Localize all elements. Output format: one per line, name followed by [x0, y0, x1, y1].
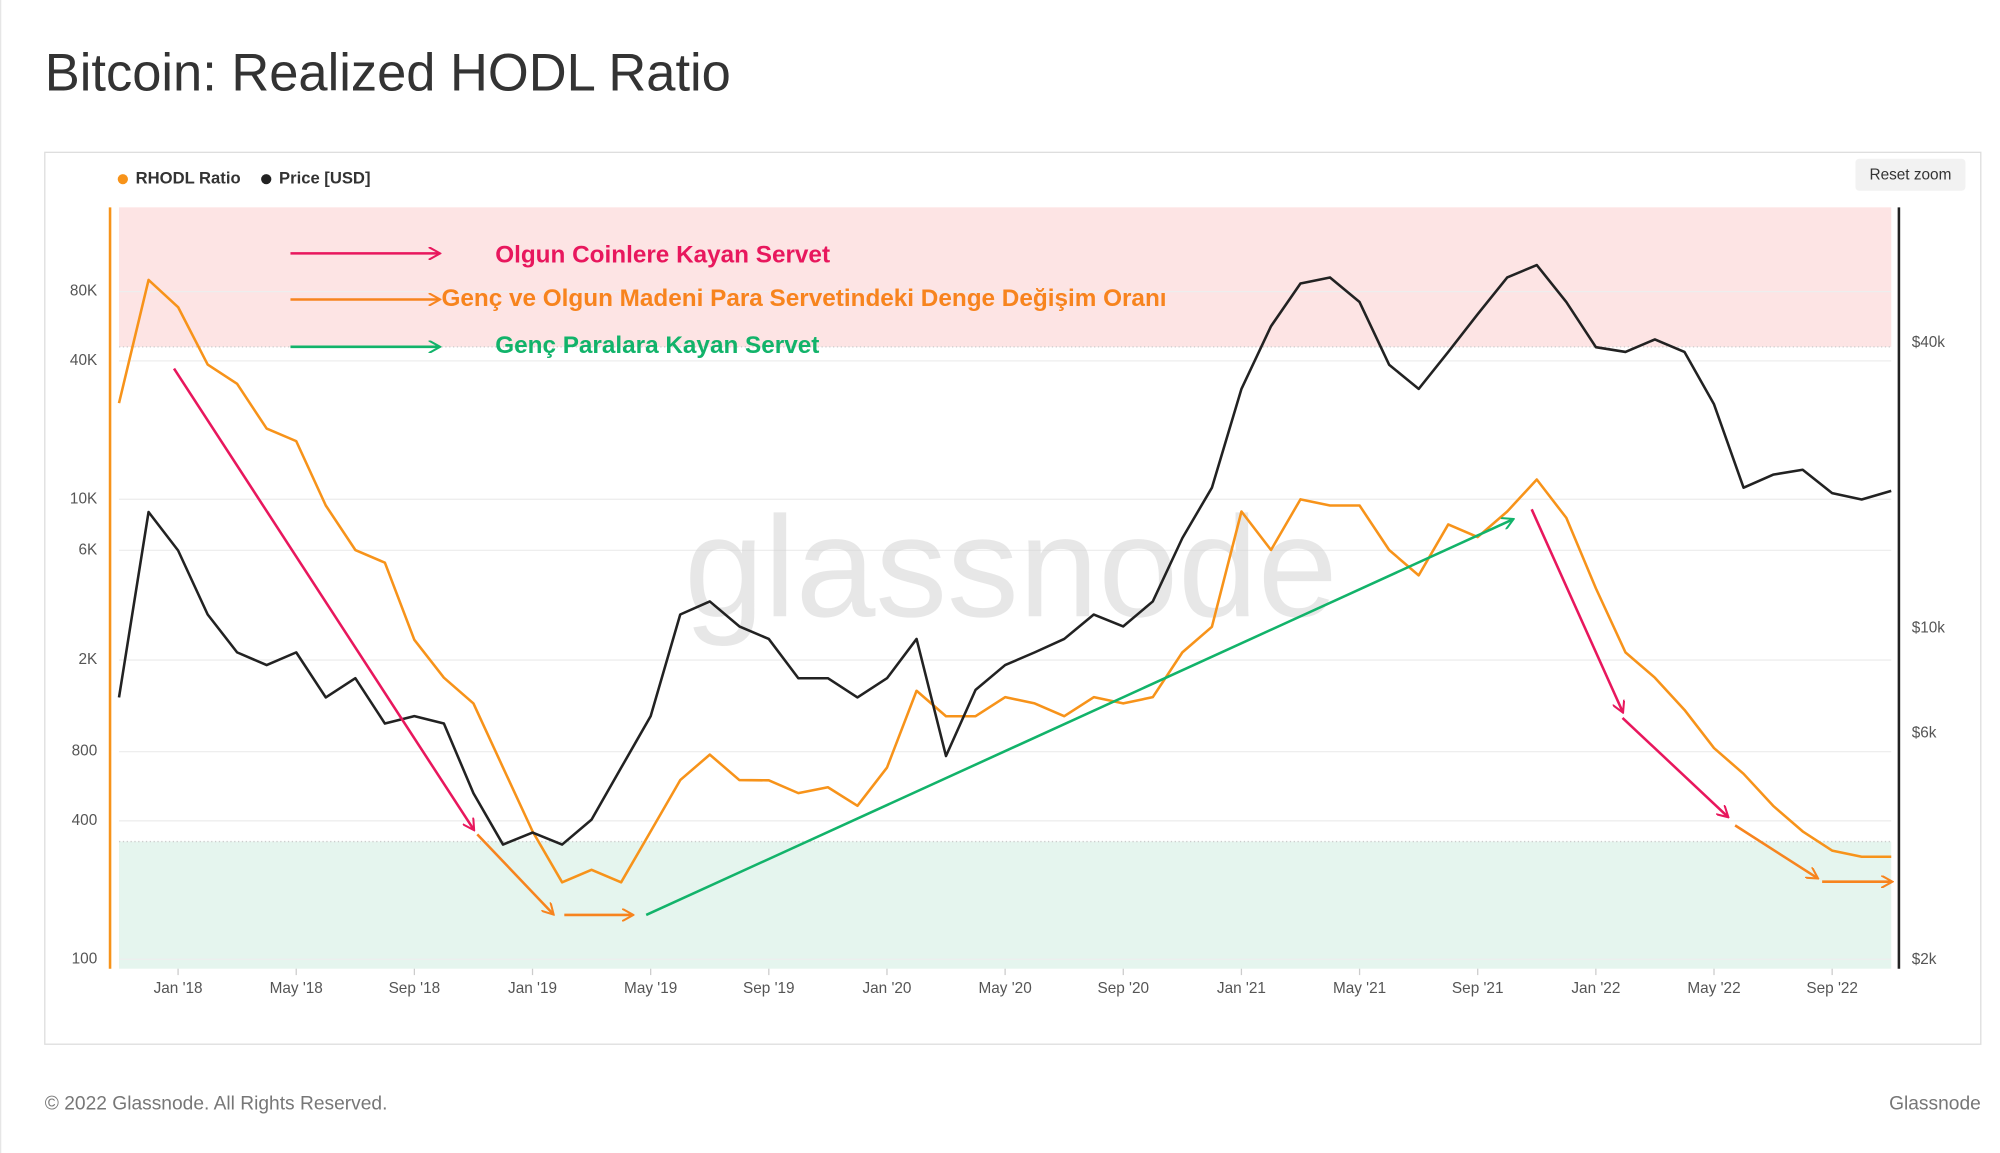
zone-band	[119, 207, 1892, 347]
legend-marker	[261, 174, 272, 185]
reset-zoom-button[interactable]	[1855, 158, 1966, 191]
y2-tick-label: $40k	[1912, 334, 1946, 351]
y-tick-label: 80K	[70, 283, 98, 300]
y-tick-label: 10K	[70, 490, 98, 507]
x-tick-label: Jan '21	[1217, 980, 1266, 997]
watermark: glassnode	[684, 487, 1337, 647]
x-tick-label: Sep '21	[1452, 980, 1504, 997]
x-tick-label: May '18	[270, 980, 323, 997]
annotation: Genç Paralara Kayan Servet	[495, 332, 819, 359]
trend-arrow	[1734, 824, 1817, 877]
trend-arrow	[1530, 508, 1623, 711]
y2-tick-label: $10k	[1912, 619, 1946, 636]
annotations: Olgun Coinlere Kayan Servet Genç ve Olgun…	[290, 241, 1167, 359]
legend-item[interactable]: RHODL Ratio	[117, 169, 241, 188]
x-tick-label: Jan '18	[154, 980, 203, 997]
legend-marker	[117, 174, 128, 185]
x-tick-label: May '21	[1333, 980, 1386, 997]
x-tick-label: Sep '18	[389, 980, 441, 997]
legend-label[interactable]: Price [USD]	[279, 169, 370, 188]
trend-arrow	[1621, 716, 1728, 817]
annotation: Olgun Coinlere Kayan Servet	[495, 241, 830, 268]
y2-tick-label: $6k	[1912, 725, 1937, 742]
x-tick-label: Sep '19	[743, 980, 795, 997]
trend-arrow	[476, 833, 552, 913]
trend-arrow	[645, 520, 1512, 917]
reset-zoom[interactable]: Reset zoom	[1855, 158, 1966, 191]
y-tick-label: 100	[72, 950, 98, 967]
legend-item[interactable]: Price [USD]	[261, 169, 370, 188]
x-tick-label: Sep '20	[1097, 980, 1149, 997]
series-line	[117, 263, 1892, 846]
brand: Glassnode	[1889, 1093, 1981, 1114]
annotation: Genç ve Olgun Madeni Para Servetindeki D…	[441, 285, 1166, 312]
x-tick-label: May '19	[624, 980, 677, 997]
y-tick-label: 40K	[70, 352, 98, 369]
x-tick-label: Jan '19	[508, 980, 557, 997]
bands	[119, 207, 1892, 969]
page-title: Bitcoin: Realized HODL Ratio	[45, 45, 731, 103]
x-tick-label: May '20	[978, 980, 1031, 997]
y-tick-label: 400	[72, 812, 98, 829]
y-tick-label: 2K	[78, 651, 98, 668]
trend-arrows	[172, 367, 1891, 917]
series-lines	[117, 263, 1892, 884]
ticks: 100 400 800 2K 6K 10K 40K 80K $2k $6k $10k $40k Jan …	[70, 283, 1945, 998]
copyright: © 2022 Glassnode. All Rights Reserved.	[45, 1093, 388, 1114]
y-tick-label: 6K	[78, 541, 98, 558]
legend-label[interactable]: RHODL Ratio	[136, 169, 241, 188]
reset-zoom-label[interactable]: Reset zoom	[1869, 166, 1951, 183]
series-line	[117, 278, 1892, 884]
x-tick-label: Jan '22	[1571, 980, 1620, 997]
legend: RHODL Ratio Price [USD]	[117, 169, 370, 188]
y-tick-label: 800	[72, 743, 98, 760]
trend-arrow	[172, 367, 473, 830]
x-tick-label: May '22	[1687, 980, 1740, 997]
x-tick-label: Sep '22	[1806, 980, 1858, 997]
y2-tick-label: $2k	[1912, 951, 1937, 968]
zone-band	[119, 841, 1892, 969]
x-tick-label: Jan '20	[862, 980, 911, 997]
